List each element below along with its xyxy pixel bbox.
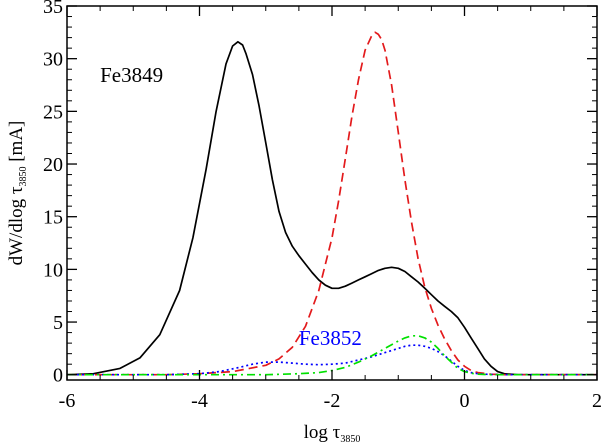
x-tick-label: 0 [460,390,470,412]
y-tick-label: 15 [43,207,63,229]
x-tick-label: -6 [59,390,76,412]
annotation-layer: Fe3849 Fe3852 [100,63,362,350]
x-axis-title-subscript: 3850 [340,434,360,443]
x-axis-title-main: log τ [304,422,341,443]
y-axis-title: dW/dlog τ3850 [mA] [6,121,29,266]
y-axis-title-main: dW/dlog τ [6,186,27,265]
series-line-1 [66,40,597,376]
y-tick-label: 20 [43,154,63,176]
plot-frame [66,5,598,381]
annotation-label: Fe3852 [299,326,362,350]
x-axis-title: log τ3850 [304,422,361,443]
y-tick-label: 35 [43,0,63,18]
y-axis-title-unit: [mA] [6,121,27,167]
annotation-label: Fe3849 [100,63,163,87]
y-tick-label: 10 [43,259,63,281]
y-tick-label: 25 [43,101,63,123]
y-tick-label: 5 [53,312,63,334]
series-line-4 [67,334,597,376]
x-tick-label: -4 [191,390,208,412]
y-tick-label: 30 [43,49,63,71]
x-tick-label: 2 [592,390,602,412]
y-tick-label: 0 [53,365,63,387]
series-layer [66,31,597,376]
series-line-2 [67,31,597,376]
y-axis-title-subscript: 3850 [18,167,29,187]
x-tick-label: -2 [324,390,341,412]
